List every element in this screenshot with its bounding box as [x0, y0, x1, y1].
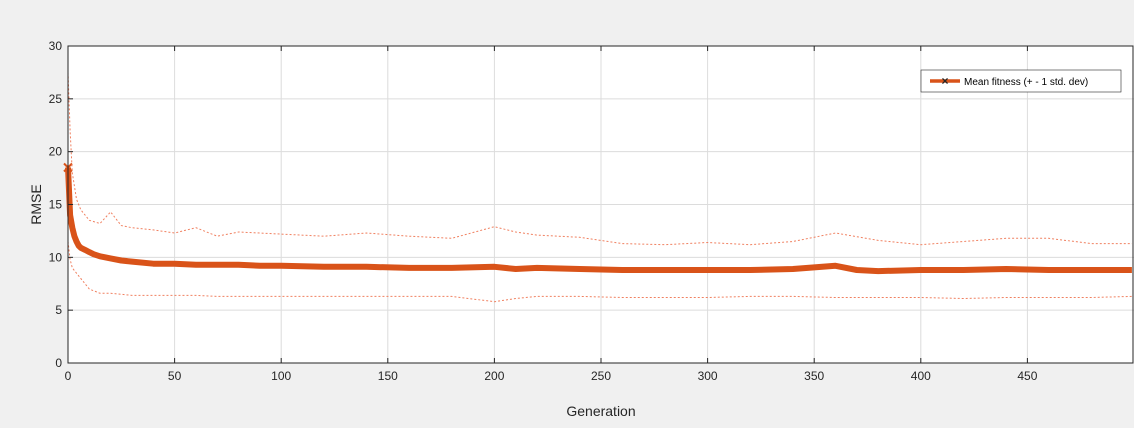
x-tick-label: 0 [65, 369, 72, 383]
x-tick-label: 300 [698, 369, 718, 383]
x-tick-label: 200 [484, 369, 504, 383]
y-tick-label: 10 [49, 250, 63, 264]
x-tick-label: 50 [168, 369, 182, 383]
y-axis-label: RMSE [28, 184, 44, 224]
y-tick-label: 0 [55, 356, 62, 370]
grid-lines [68, 46, 1134, 363]
x-tick-label: 150 [378, 369, 398, 383]
series-line-lower-std [67, 241, 1132, 303]
y-tick-label: 30 [49, 39, 63, 53]
x-axis-label: Generation [566, 403, 635, 419]
legend-box [920, 69, 1122, 93]
x-tick-label: 450 [1017, 369, 1037, 383]
x-tick-label: 400 [911, 369, 931, 383]
y-tick-label: 25 [49, 92, 63, 106]
y-tick-label: 5 [55, 303, 62, 317]
x-tick-label: 250 [591, 369, 611, 383]
x-tick-label: 100 [271, 369, 291, 383]
legend-marker-x: × [941, 74, 948, 88]
x-tick-label: 350 [804, 369, 824, 383]
y-tick-label: 15 [49, 198, 63, 212]
legend: × Mean fitness (+ - 1 std. dev) [920, 69, 1122, 93]
axis-ticks: 0 50 100 150 200 250 300 350 400 450 0 5 10 15 20 25 30 [49, 39, 1038, 383]
y-tick-label: 20 [49, 145, 63, 159]
legend-entry-label: Mean fitness (+ - 1 std. dev) [964, 77, 1088, 88]
series-line-mean [65, 167, 1132, 275]
